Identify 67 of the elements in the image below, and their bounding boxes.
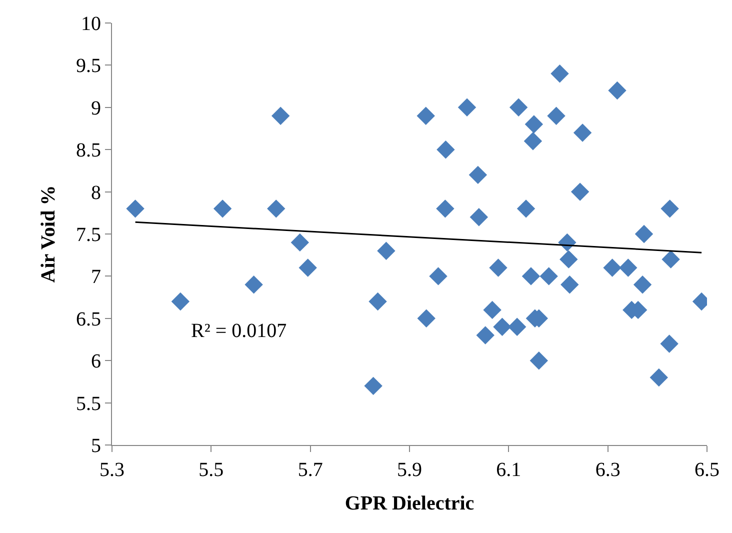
point [364,376,382,396]
point [662,250,680,268]
point [377,242,396,260]
point [509,98,528,116]
point [489,258,508,277]
y-tick-label: 6 [91,350,101,373]
point [524,132,542,150]
point [547,106,566,125]
point [660,334,678,353]
point [603,258,622,277]
point [508,318,526,336]
point [608,81,626,100]
point [458,98,476,116]
y-tick-label: 5.5 [76,392,101,415]
point [530,352,548,370]
point [560,276,579,294]
point [429,267,448,286]
x-tick-label: 5.3 [100,459,124,481]
y-tick-label: 8.5 [76,140,101,162]
point [271,106,290,125]
point [368,292,387,311]
x-tick-label: 5.5 [198,459,224,481]
point [633,276,652,294]
point [570,182,590,201]
y-tick-label: 5 [91,435,101,457]
point [126,200,144,218]
point [470,208,488,226]
x-tick-label: 5.7 [298,459,323,481]
y-tick-label: 8 [91,182,101,204]
y-tick-label: 6.5 [76,308,101,330]
point [516,200,536,218]
point [522,267,540,286]
point [540,267,558,286]
point [560,250,578,268]
x-tick-label: 6.3 [595,459,620,481]
point [267,200,286,218]
x-axis-title: GPR Dielectric [344,492,474,514]
y-axis-title: Air Void % [38,185,60,283]
point [476,326,494,344]
y-tick-label: 9.5 [76,55,101,78]
point [573,124,592,142]
point [436,200,454,218]
point [524,115,544,134]
point [483,300,502,320]
point [416,106,435,125]
x-tick-label: 6.5 [694,459,720,481]
x-tick-label: 6.1 [496,459,522,481]
point [634,224,654,244]
point [619,258,638,277]
point [468,166,488,184]
annotation: R² = 0.0107 [191,320,287,342]
point [550,64,569,83]
point [493,318,512,336]
point [290,233,310,252]
point [213,200,232,218]
point [298,258,317,277]
point [171,292,190,311]
point [650,368,668,387]
y-tick-label: 10 [81,13,101,35]
y-tick-label: 9 [91,97,101,120]
y-tick-label: 7 [91,266,101,288]
point [660,200,679,218]
x-tick-label: 5.9 [397,459,422,481]
point [417,309,436,328]
point [436,140,455,159]
point [244,276,263,294]
y-tick-label: 7.5 [76,224,101,246]
